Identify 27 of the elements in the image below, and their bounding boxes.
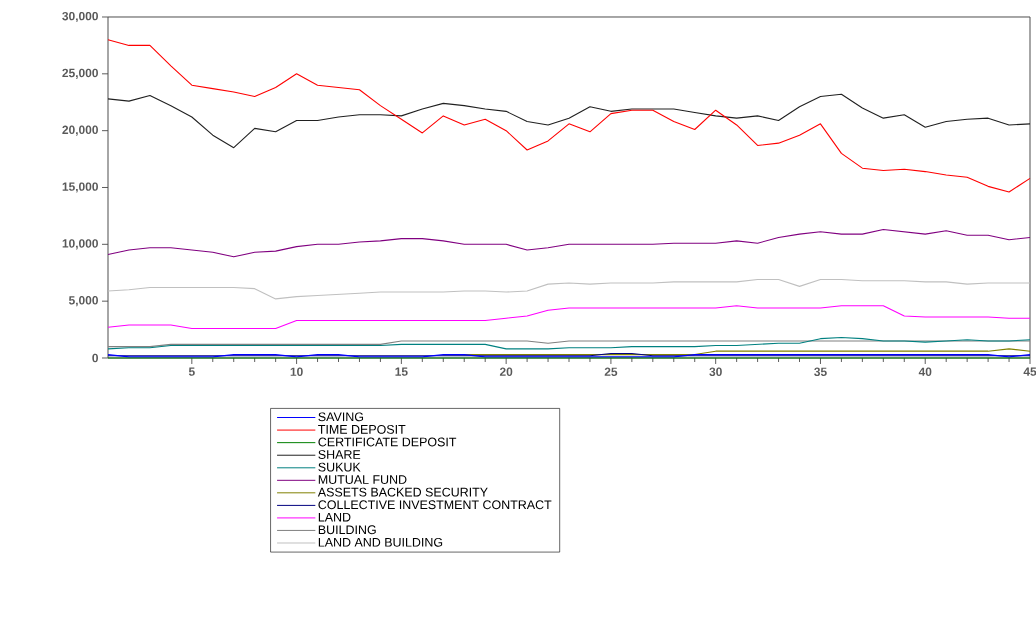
x-tick-label: 10 — [290, 367, 303, 376]
y-tick-label: 20,000 — [62, 125, 98, 136]
legend-label: LAND AND BUILDING — [318, 537, 443, 547]
y-tick-label: 15,000 — [62, 182, 98, 193]
x-tick-label: 40 — [918, 367, 932, 376]
legend-label: SAVING — [318, 412, 364, 422]
y-tick-label: 10,000 — [62, 239, 98, 250]
x-tick-label: 20 — [499, 367, 513, 376]
legend-label: TIME DEPOSIT — [318, 425, 406, 434]
legend-label: CERTIFICATE DEPOSIT — [318, 437, 457, 447]
legend-label: LAND — [318, 512, 351, 522]
y-tick-label: 25,000 — [62, 68, 98, 79]
x-tick-label: 25 — [604, 367, 618, 376]
y-tick-label: 5,000 — [68, 296, 98, 307]
x-tick-label: 5 — [188, 367, 195, 376]
y-tick-label: 0 — [92, 353, 98, 363]
x-tick-label: 15 — [395, 367, 408, 376]
legend-label: COLLECTIVE INVESTMENT CONTRACT — [318, 500, 552, 510]
legend-label: BUILDING — [318, 525, 376, 535]
y-tick-label: 30,000 — [62, 11, 98, 23]
x-tick-label: 35 — [814, 367, 827, 376]
legend-label: ASSETS BACKED SECURITY — [317, 487, 488, 497]
legend-label: SUKUK — [318, 462, 361, 472]
x-tick-label: 45 — [1023, 367, 1036, 376]
x-tick-label: 30 — [709, 367, 722, 376]
legend-label: SHARE — [318, 450, 361, 459]
legend-label: MUTUAL FUND — [318, 475, 407, 484]
